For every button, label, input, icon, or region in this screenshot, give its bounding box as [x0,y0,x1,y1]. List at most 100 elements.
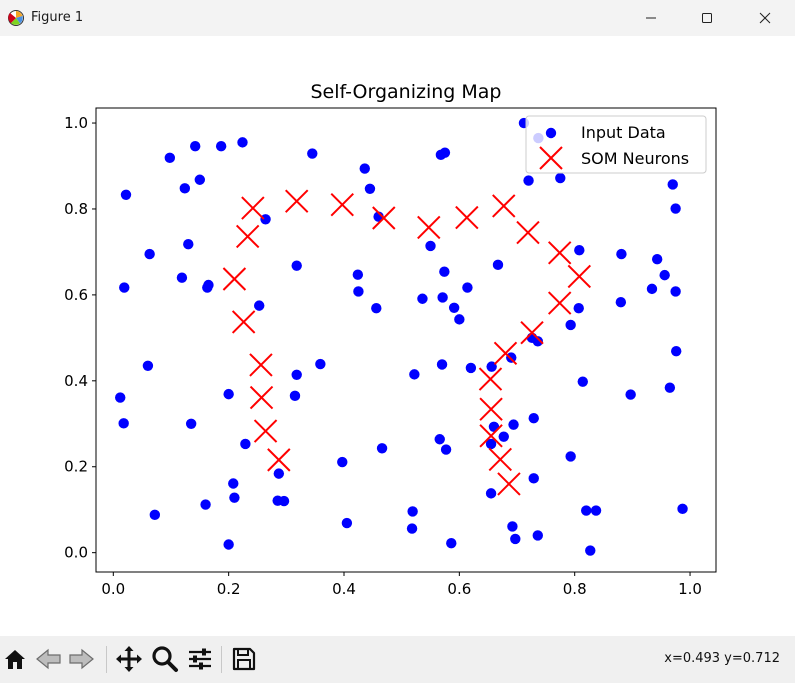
data-point [616,248,627,260]
y-tick-label: 0.8 [64,200,88,218]
y-tick-label: 0.2 [64,458,88,476]
som-neuron-stroke [235,224,260,249]
data-point [671,345,682,357]
som-neuron-marker [253,419,278,443]
data-point [315,358,326,370]
som-neuron-marker [241,196,265,220]
data-point [615,296,627,308]
som-neuron-marker [235,224,260,249]
som-neuron-stroke [479,424,503,448]
som-neuron-marker [372,206,396,230]
x-tick-label: 0.4 [332,580,356,598]
home-icon [5,650,25,669]
som-neuron-stroke [284,189,309,213]
data-point [120,189,132,200]
window-title: Figure 1 [31,10,84,25]
data-point [260,214,271,225]
close-icon [759,12,771,24]
data-point [507,521,518,532]
data-point [228,478,239,489]
home-button[interactable] [0,644,30,674]
navigation-toolbar: x=0.493 y=0.712 [0,636,795,683]
data-point [462,282,473,293]
close-button[interactable] [742,0,788,36]
som-neuron-marker [267,448,291,472]
som-neuron-marker [249,353,273,377]
x-tick-label: 0.6 [447,580,471,598]
y-tick-label: 0.4 [64,372,88,390]
som-neuron-stroke [567,264,592,289]
som-neuron-stroke [372,206,396,230]
data-point [203,279,214,291]
minimize-button[interactable] [628,0,674,36]
chart-svg: Self-Organizing Map 0.0 0.2 0.4 0.6 0.8 1.0 0.0… [64,81,717,598]
data-point [200,499,211,510]
som-neuron-marker [567,264,592,289]
som-neuron-marker [417,215,441,240]
som-neuron-marker [547,291,572,315]
data-point [179,183,191,194]
configure-subplots-button[interactable] [185,644,215,674]
data-point [528,473,539,484]
data-point [523,175,534,186]
som-neuron-stroke [547,291,572,315]
data-point [254,300,265,311]
figure-canvas[interactable]: Self-Organizing Map 0.0 0.2 0.4 0.6 0.8 1.0 0.0… [0,36,795,636]
som-neuron-stroke [479,397,503,421]
som-neuron-marker [479,397,503,421]
x-tick-label: 0.0 [101,580,125,598]
pan-button[interactable] [114,644,144,674]
forward-button[interactable] [66,644,96,674]
legend-label-input-data: Input Data [581,123,666,142]
som-neuron-stroke [253,419,278,443]
pan-icon [116,646,142,672]
x-tick-label: 0.8 [563,580,587,598]
data-point [590,505,602,516]
data-point [440,444,452,455]
legend-box [525,115,707,174]
data-point [352,269,364,280]
som-neuron-stroke [488,447,513,472]
som-neuron-stroke [455,205,479,230]
data-point [677,503,688,515]
data-point [223,388,234,400]
data-point [341,517,353,529]
data-point [434,434,445,445]
data-point [215,141,227,152]
data-point [573,303,584,314]
data-point [289,390,301,402]
back-icon [36,648,61,670]
data-point [223,539,234,550]
data-point [508,419,519,430]
zoom-button[interactable] [150,644,180,674]
data-point [577,376,588,387]
configure-icon [189,648,211,670]
maximize-button[interactable] [684,0,730,36]
data-point [371,303,382,314]
data-point [439,266,450,277]
data-point [337,456,348,468]
back-button[interactable] [34,644,64,674]
data-point [555,172,566,184]
save-button[interactable] [229,644,259,674]
x-tick-label: 0.2 [217,580,241,598]
data-point [436,359,448,370]
legend: Input Data SOM Neurons [525,115,707,174]
data-point [185,418,197,429]
data-point [659,269,670,281]
data-point [291,369,302,380]
chart-title: Self-Organizing Map [310,81,501,103]
y-tick-label: 0.0 [64,544,88,562]
data-point [664,382,676,393]
cursor-coordinates: x=0.493 y=0.712 [664,651,780,666]
data-point [574,245,585,256]
som-neuron-stroke [222,267,247,291]
data-point [498,431,509,442]
data-point [437,292,448,303]
data-point [229,492,240,503]
toolbar-separator [221,646,222,673]
som-neuron-stroke [478,367,503,391]
forward-icon [69,648,94,670]
som-neuron-marker [520,320,544,345]
data-point [528,412,539,424]
